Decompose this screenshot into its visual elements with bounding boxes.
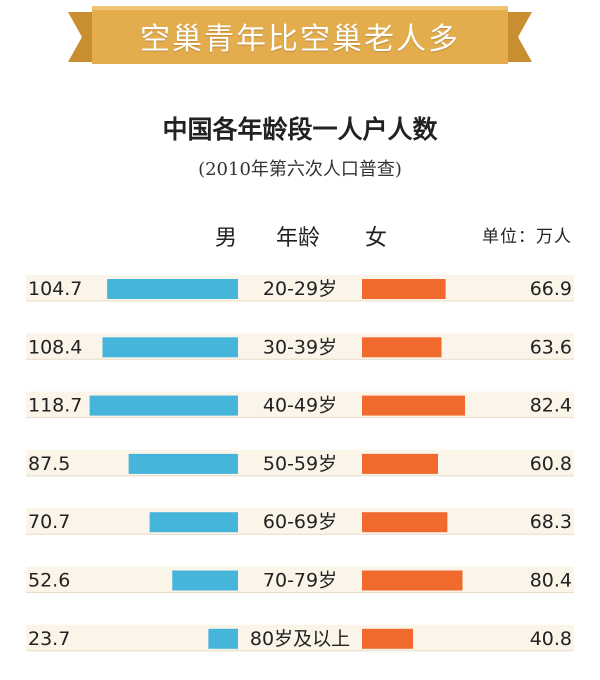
male-bar: [102, 337, 238, 358]
age-group-label: 80岁及以上: [250, 628, 350, 650]
female-bar: [362, 395, 465, 416]
female-value-label: 80.4: [530, 570, 572, 592]
row-background: [26, 508, 574, 535]
female-bar: [362, 337, 442, 358]
age-group-label: 30-39岁: [263, 336, 337, 358]
chart-title: 中国各年龄段一人户人数: [162, 115, 438, 144]
header-age: 年龄: [276, 226, 321, 251]
banner-title: 空巢青年比空巢老人多: [140, 22, 460, 57]
female-value-label: 63.6: [530, 336, 572, 358]
male-bar: [172, 570, 238, 591]
male-value-label: 70.7: [28, 511, 70, 533]
header-male: 男: [215, 226, 238, 251]
female-bar: [362, 279, 446, 299]
male-value-label: 52.6: [28, 570, 70, 592]
male-value-label: 87.5: [28, 453, 70, 475]
header-female: 女: [365, 226, 388, 251]
male-bar: [107, 279, 238, 299]
male-value-label: 108.4: [28, 336, 82, 358]
row-background: [26, 566, 574, 593]
female-value-label: 68.3: [530, 511, 572, 533]
age-group-label: 50-59岁: [263, 453, 337, 475]
male-value-label: 104.7: [28, 278, 82, 300]
female-bar: [362, 512, 448, 533]
male-value-label: 118.7: [28, 395, 82, 417]
male-bar: [89, 395, 238, 416]
female-bar: [362, 628, 413, 649]
age-group-label: 70-79岁: [263, 570, 337, 592]
female-value-label: 40.8: [530, 628, 572, 650]
female-value-label: 66.9: [530, 278, 572, 300]
male-bar: [128, 453, 238, 474]
male-bar: [149, 512, 238, 533]
male-value-label: 23.7: [28, 628, 70, 650]
header-unit: 单位：万人: [482, 227, 572, 247]
banner-ribbon: [68, 6, 532, 64]
chart-subtitle: (2010年第六次人口普查): [198, 159, 402, 180]
row-background: [26, 624, 574, 651]
male-bar: [208, 628, 238, 649]
female-bar: [362, 570, 463, 591]
age-group-label: 40-49岁: [263, 395, 337, 417]
age-group-label: 20-29岁: [263, 278, 337, 300]
female-bar: [362, 453, 438, 474]
row-background: [26, 449, 574, 476]
female-value-label: 60.8: [530, 453, 572, 475]
age-group-label: 60-69岁: [263, 511, 337, 533]
female-value-label: 82.4: [530, 395, 572, 417]
